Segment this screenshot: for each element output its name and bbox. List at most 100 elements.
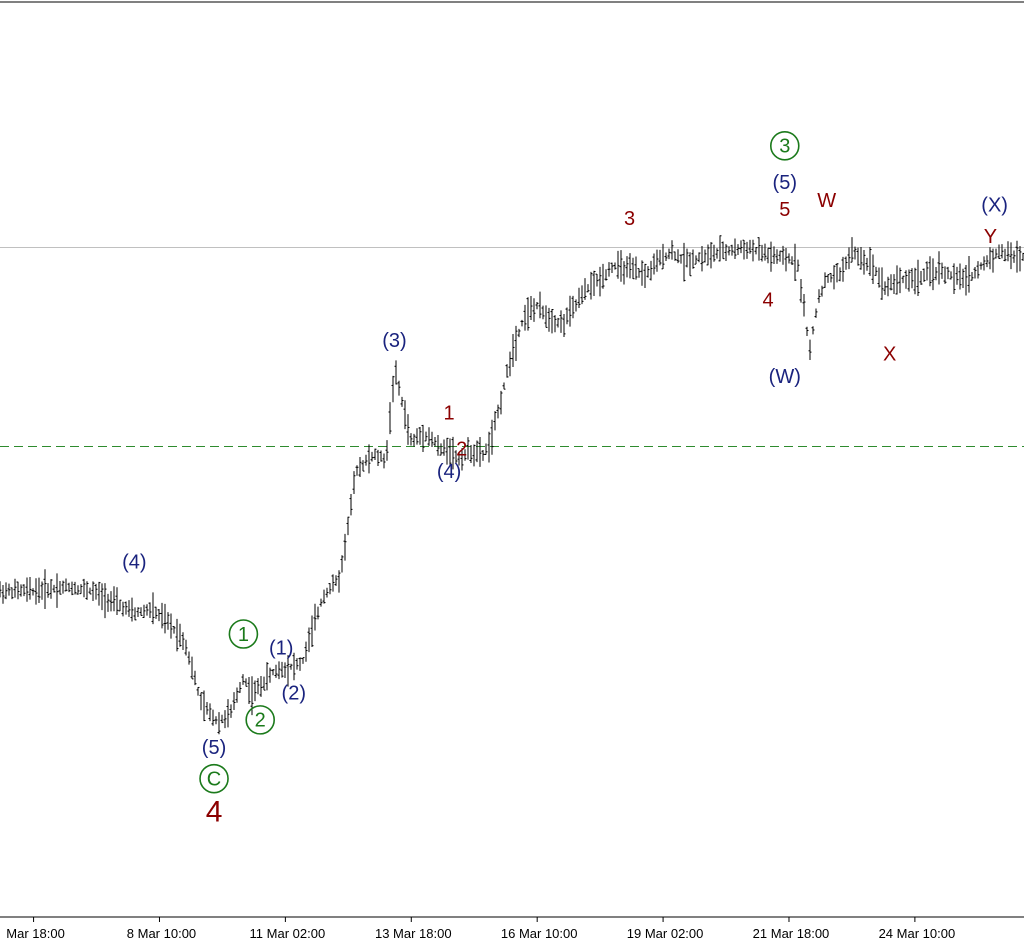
ohlc-bar (361, 460, 365, 472)
ohlc-bar (409, 433, 413, 446)
ohlc-bar (1, 584, 5, 604)
ohlc-bar (565, 307, 569, 325)
wave-circle (245, 705, 275, 735)
ohlc-bar (892, 274, 896, 294)
ohlc-bar (574, 299, 578, 312)
ohlc-bar (568, 295, 572, 327)
ohlc-bar (841, 256, 845, 282)
ohlc-bar (214, 716, 218, 725)
ohlc-bar (946, 266, 950, 280)
ohlc-bar (949, 271, 953, 280)
ohlc-bar (487, 431, 491, 463)
ohlc-bar (148, 602, 152, 618)
ohlc-bar (907, 269, 911, 292)
ohlc-bar (601, 263, 605, 289)
ohlc-bar (790, 256, 794, 265)
ohlc-bar (235, 687, 239, 703)
ohlc-bar (457, 453, 461, 466)
ohlc-bar (388, 402, 392, 435)
ohlc-bar (859, 247, 863, 270)
ohlc-bar (763, 243, 767, 261)
ohlc-bar (229, 704, 233, 718)
ohlc-bar (778, 250, 782, 262)
ohlc-bar (649, 260, 653, 281)
ohlc-bar (298, 657, 302, 671)
ohlc-bar (940, 262, 944, 279)
ohlc-bar (931, 258, 935, 291)
ohlc-bar (448, 438, 452, 465)
ohlc-bar (313, 603, 317, 631)
ohlc-bar (544, 305, 548, 328)
ohlc-bar (634, 256, 638, 280)
ohlc-bar (31, 588, 35, 596)
ohlc-bar (130, 597, 134, 622)
x-tick-label: 16 Mar 10:00 (501, 926, 578, 941)
ohlc-bar (808, 339, 812, 361)
ohlc-bar (928, 256, 932, 287)
ohlc-bar (118, 599, 122, 612)
ohlc-bar (340, 555, 344, 573)
ohlc-bar (628, 253, 632, 279)
ohlc-bar (613, 262, 617, 270)
ohlc-bar (670, 240, 674, 260)
wave-label: (5) (773, 172, 797, 194)
ohlc-bar (937, 251, 941, 285)
ohlc-bar (151, 592, 155, 625)
ohlc-bar (4, 582, 8, 600)
ohlc-bar (559, 310, 563, 333)
ohlc-bar (637, 268, 641, 278)
ohlc-bar (67, 582, 71, 593)
ohlc-bar (115, 587, 119, 615)
ohlc-bar (70, 581, 74, 596)
ohlc-bar (742, 239, 746, 260)
ohlc-bar (241, 674, 245, 685)
ohlc-bar (34, 578, 38, 605)
ohlc-bar (739, 240, 743, 254)
ohlc-bar (838, 267, 842, 282)
ohlc-bar (100, 583, 104, 611)
ohlc-bar (748, 239, 752, 254)
ohlc-bar (40, 581, 44, 600)
ohlc-bar (223, 710, 227, 729)
x-tick-label: Mar 18:00 (6, 926, 65, 941)
wave-label: 2 (456, 438, 467, 460)
ohlc-bar (259, 676, 263, 697)
ohlc-bar (904, 270, 908, 289)
ohlc-bar (103, 583, 107, 619)
ohlc-bar (61, 580, 65, 594)
ohlc-bar (427, 427, 431, 446)
ohlc-bar (844, 256, 848, 270)
ohlc-bar (139, 607, 143, 616)
ohlc-bar (586, 284, 590, 293)
ohlc-bar (760, 244, 764, 262)
ohlc-bar (994, 248, 998, 259)
ohlc-bar (532, 298, 536, 322)
ohlc-bar (244, 678, 248, 687)
ohlc-bar (79, 584, 83, 595)
ohlc-bar (724, 244, 728, 262)
horizontal-lines (0, 247, 1024, 447)
ohlc-bar (943, 266, 947, 284)
ohlc-bar (262, 676, 266, 691)
ohlc-bar (106, 593, 110, 612)
ohlc-bar (502, 382, 506, 390)
ohlc-bar (121, 601, 125, 617)
ohlc-bar (91, 581, 95, 601)
ohlc-bar (865, 257, 869, 271)
ohlc-bar (160, 602, 164, 629)
ohlc-bar (793, 243, 797, 281)
ohlc-bar (352, 471, 356, 495)
wave-label: (2) (282, 683, 306, 705)
ohlc-bar (211, 709, 215, 726)
ohlc-bar (721, 241, 725, 260)
ohlc-bar (391, 375, 395, 403)
ohlc-bar (643, 263, 647, 289)
ohlc-bar (811, 326, 815, 335)
ohlc-bar (76, 585, 80, 595)
ohlc-bar (688, 252, 692, 277)
ohlc-bar (538, 291, 542, 319)
ohlc-bar (886, 276, 890, 297)
ohlc-bar (796, 259, 800, 272)
ohlc-bar (913, 267, 917, 295)
ohlc-bar (712, 244, 716, 262)
